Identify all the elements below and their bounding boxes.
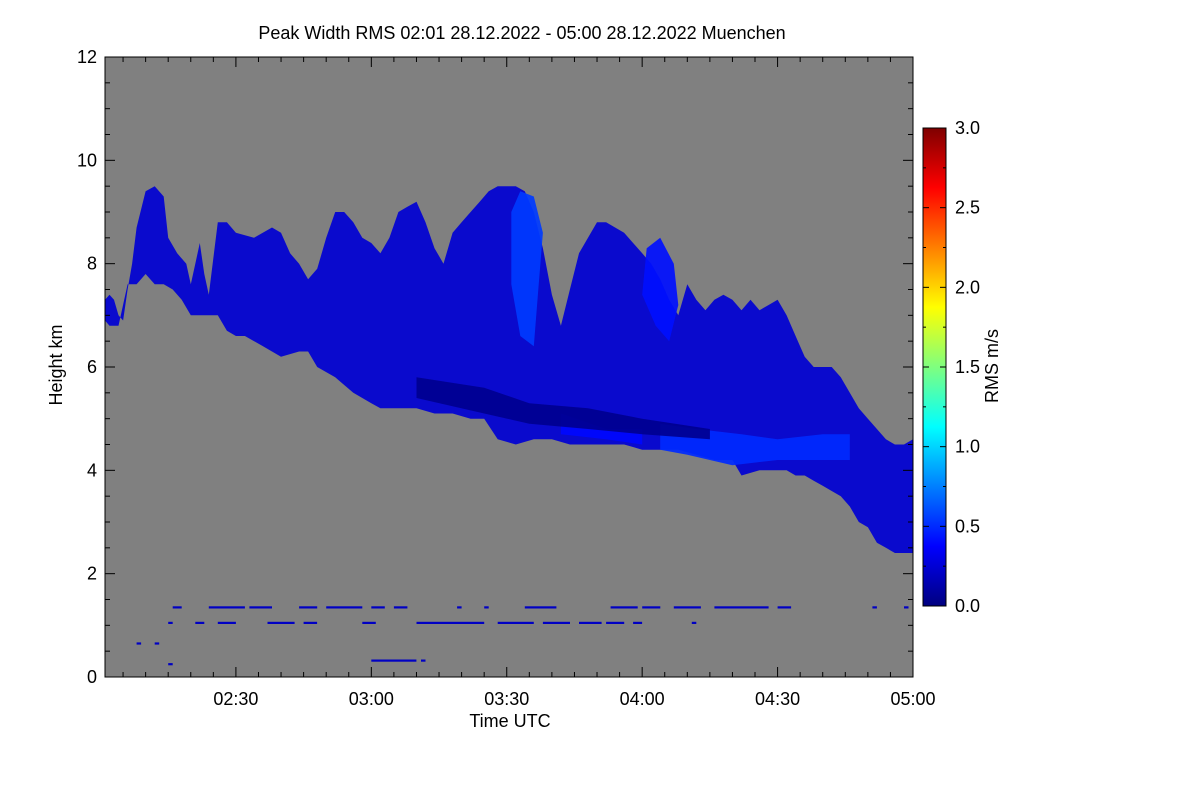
clutter-mark (195, 621, 205, 624)
clutter-mark (542, 621, 570, 624)
clutter-mark (714, 606, 769, 609)
ground-clutter-layer (136, 606, 909, 666)
clutter-mark (579, 621, 602, 624)
colorbar-tick-label: 3.0 (955, 118, 980, 138)
clutter-mark (299, 606, 318, 609)
clutter-mark (267, 621, 295, 624)
colorbar-tick-label: 1.0 (955, 437, 980, 457)
clutter-mark (610, 606, 638, 609)
x-tick-label: 05:00 (890, 689, 935, 709)
echo-region-dense-layer-0330 (416, 377, 710, 440)
clutter-mark (777, 606, 792, 609)
clutter-mark (484, 606, 489, 609)
clutter-mark (168, 663, 173, 666)
clutter-mark (168, 621, 173, 624)
clutter-mark (524, 606, 557, 609)
clutter-mark (172, 606, 182, 609)
colorbar-ticks: 0.0 0.5 1.0 1.5 2.0 2.5 3.0 (923, 118, 980, 616)
colorbar-tick-label: 2.0 (955, 277, 980, 297)
clutter-mark (393, 606, 408, 609)
colorbar-tick-label: 1.5 (955, 357, 980, 377)
clutter-mark (673, 606, 701, 609)
y-tick-label: 2 (87, 564, 97, 584)
clutter-mark (249, 606, 272, 609)
colorbar-tick-label: 2.5 (955, 198, 980, 218)
chart-title: Peak Width RMS 02:01 28.12.2022 - 05:00 … (258, 23, 785, 43)
x-tick-label: 04:30 (755, 689, 800, 709)
clutter-mark (371, 606, 385, 609)
clutter-mark (633, 621, 643, 624)
y-tick-label: 12 (77, 47, 97, 67)
clutter-mark (154, 642, 160, 645)
clutter-mark (136, 642, 142, 645)
y-axis-label: Height km (46, 324, 66, 405)
radar-echo-layer (105, 186, 913, 553)
clutter-mark (208, 606, 245, 609)
plot-area (104, 56, 914, 678)
clutter-mark (326, 606, 363, 609)
clutter-mark (691, 621, 697, 624)
x-axis-label: Time UTC (469, 711, 550, 731)
y-tick-label: 0 (87, 667, 97, 687)
echo-region-core-0330-0350 (511, 191, 543, 347)
clutter-mark (642, 606, 661, 609)
clutter-mark (421, 659, 426, 662)
clutter-mark (457, 606, 462, 609)
clutter-mark (606, 621, 625, 624)
echo-region-cloud-band (105, 186, 913, 553)
x-axis: 02:30 03:00 03:30 04:00 04:30 05:00 (122, 57, 936, 709)
colorbar-tick-label: 0.0 (955, 596, 980, 616)
clutter-mark (303, 621, 318, 624)
y-tick-label: 10 (77, 150, 97, 170)
y-tick-label: 6 (87, 357, 97, 377)
colorbar-label: RMS m/s (982, 329, 1002, 403)
clutter-mark (371, 659, 417, 662)
clutter-mark (497, 621, 534, 624)
x-tick-label: 03:00 (349, 689, 394, 709)
y-tick-label: 4 (87, 460, 97, 480)
colorbar-tick-label: 0.5 (955, 516, 980, 536)
clutter-mark (416, 621, 485, 624)
clutter-mark (362, 621, 376, 624)
x-tick-label: 04:00 (620, 689, 665, 709)
x-tick-label: 03:30 (484, 689, 529, 709)
colorbar: 0.0 0.5 1.0 1.5 2.0 2.5 3.0 RMS m/s (922, 118, 1002, 616)
y-tick-label: 8 (87, 254, 97, 274)
clutter-mark (872, 606, 877, 609)
y-axis: 0 2 4 6 8 10 12 (77, 47, 913, 687)
x-tick-label: 02:30 (213, 689, 258, 709)
clutter-mark (217, 621, 236, 624)
echo-region-core-0358-0415 (642, 237, 679, 342)
clutter-mark (904, 606, 909, 609)
